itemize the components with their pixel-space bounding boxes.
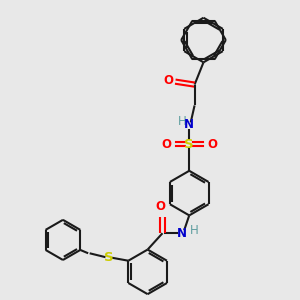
- Text: S: S: [184, 138, 194, 151]
- Text: O: O: [161, 138, 171, 151]
- Text: S: S: [104, 251, 114, 264]
- Text: N: N: [177, 227, 187, 240]
- Text: H: H: [190, 224, 199, 237]
- Text: N: N: [184, 118, 194, 131]
- Text: O: O: [155, 200, 165, 213]
- Text: H: H: [178, 115, 187, 128]
- Text: O: O: [207, 138, 217, 151]
- Text: O: O: [163, 74, 173, 87]
